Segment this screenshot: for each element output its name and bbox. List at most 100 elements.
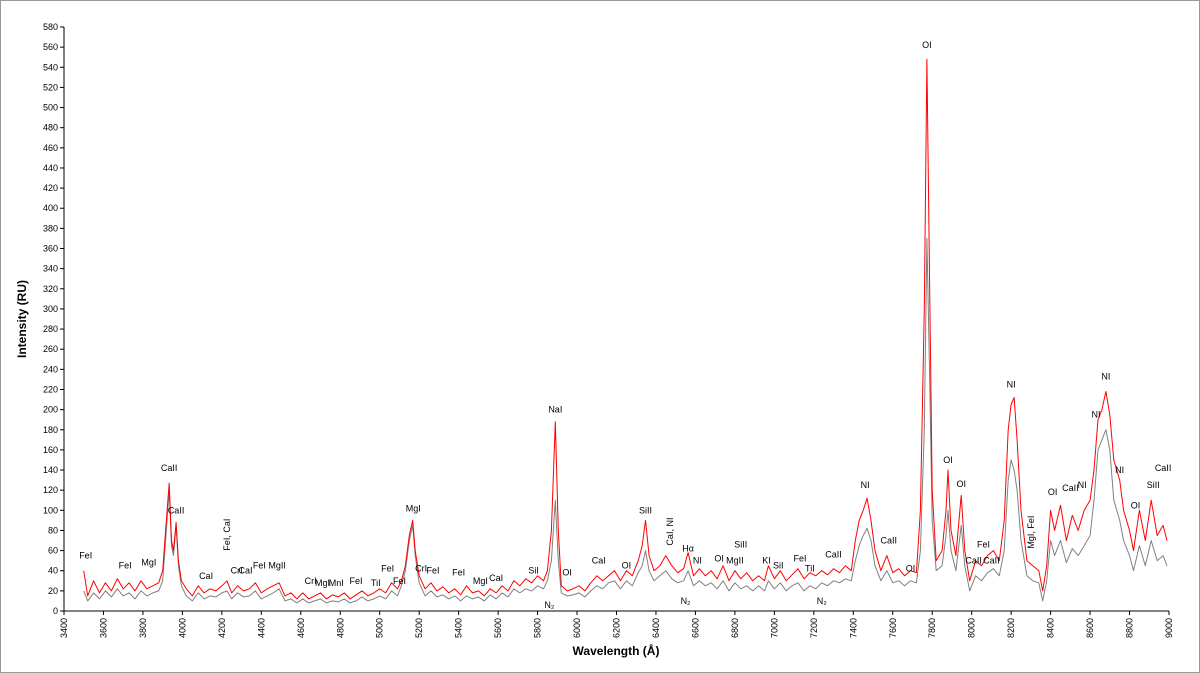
line-annotation: CaII: [965, 556, 982, 566]
line-annotation: FeI: [253, 561, 266, 571]
x-tick-label: 3600: [98, 618, 108, 638]
y-tick-label: 420: [43, 183, 58, 193]
y-tick-label: 40: [48, 566, 58, 576]
line-annotation: OI: [1131, 500, 1141, 510]
line-annotation: Hα: [682, 544, 694, 554]
x-tick-label: 5600: [493, 618, 503, 638]
line-annotation: N₂: [817, 596, 827, 606]
line-annotation: NI: [1007, 379, 1016, 389]
y-tick-label: 260: [43, 344, 58, 354]
line-annotation: MgI: [406, 503, 421, 513]
y-tick-label: 560: [43, 42, 58, 52]
line-annotation: NI: [1091, 410, 1100, 420]
line-annotation: MgI: [141, 558, 156, 568]
x-tick-label: 8200: [1006, 618, 1016, 638]
y-tick-label: 540: [43, 62, 58, 72]
line-annotation: N₂: [681, 596, 691, 606]
line-annotation: FeI: [426, 566, 439, 576]
x-tick-label: 5000: [375, 618, 385, 638]
y-tick-label: 60: [48, 546, 58, 556]
y-tick-label: 400: [43, 203, 58, 213]
line-annotation: NI: [1101, 371, 1110, 381]
line-annotation: SiII: [734, 540, 747, 550]
line-annotation: OI: [956, 479, 966, 489]
line-annotation: CaI: [239, 566, 253, 576]
line-annotation: OI: [622, 561, 632, 571]
x-tick-label: 5400: [454, 618, 464, 638]
line-annotation: MgII: [268, 561, 286, 571]
y-tick-label: 280: [43, 324, 58, 334]
x-tick-label: 5200: [414, 618, 424, 638]
line-annotation: FeI: [350, 576, 363, 586]
y-tick-label: 480: [43, 123, 58, 133]
y-axis-label: Intensity (RU): [15, 280, 29, 358]
line-annotation: CaII: [168, 505, 185, 515]
y-tick-label: 140: [43, 465, 58, 475]
x-tick-label: 6600: [690, 618, 700, 638]
x-tick-label: 6800: [730, 618, 740, 638]
line-annotation: CaII: [881, 536, 898, 546]
x-tick-label: 7200: [809, 618, 819, 638]
line-annotation: MgI, FeI: [1026, 516, 1036, 549]
y-tick-label: 360: [43, 244, 58, 254]
x-axis-label: Wavelength (Å): [573, 643, 660, 658]
y-tick-label: 320: [43, 284, 58, 294]
line-annotation: CaII: [161, 463, 178, 473]
line-annotation: SiII: [639, 505, 652, 515]
line-annotation: CaII: [983, 556, 1000, 566]
line-annotation: CaI: [592, 556, 606, 566]
y-tick-label: 500: [43, 103, 58, 113]
y-tick-label: 160: [43, 445, 58, 455]
x-tick-label: 5800: [533, 618, 543, 638]
line-annotation: CaI, NI: [665, 518, 675, 546]
x-tick-label: 6000: [572, 618, 582, 638]
line-annotation: NI: [861, 480, 870, 490]
line-annotation: FeI: [794, 554, 807, 564]
x-tick-label: 7400: [848, 618, 858, 638]
y-tick-label: 520: [43, 82, 58, 92]
spectrum-line: [83, 237, 1168, 604]
line-annotation: OI: [714, 554, 724, 564]
line-annotation: OI: [922, 40, 932, 50]
y-tick-label: 380: [43, 223, 58, 233]
y-tick-label: 180: [43, 425, 58, 435]
line-annotation: NaI: [548, 405, 562, 415]
line-annotation: MgI: [315, 578, 330, 588]
line-annotation: CaI: [489, 573, 503, 583]
x-tick-label: 8600: [1085, 618, 1095, 638]
line-annotation: MgII: [726, 556, 744, 566]
line-annotation: CrI: [305, 576, 317, 586]
line-annotation: SiII: [1147, 480, 1160, 490]
spectrum-line: [83, 58, 1168, 600]
y-tick-label: 580: [43, 22, 58, 32]
line-annotation: OI: [1048, 487, 1058, 497]
x-tick-label: 8800: [1125, 618, 1135, 638]
x-tick-label: 7800: [927, 618, 937, 638]
x-tick-label: 8400: [1046, 618, 1056, 638]
y-tick-label: 440: [43, 163, 58, 173]
line-annotation: OI: [906, 564, 916, 574]
x-tick-label: 4400: [256, 618, 266, 638]
line-annotation: FeI: [79, 551, 92, 561]
x-tick-label: 4200: [217, 618, 227, 638]
y-tick-label: 20: [48, 586, 58, 596]
x-tick-label: 9000: [1164, 618, 1174, 638]
line-annotation: OI: [943, 455, 953, 465]
y-tick-label: 0: [53, 606, 58, 616]
x-tick-label: 4000: [177, 618, 187, 638]
x-tick-label: 3800: [138, 618, 148, 638]
line-annotation: NI: [1115, 465, 1124, 475]
y-tick-label: 100: [43, 505, 58, 515]
x-tick-label: 3400: [59, 618, 69, 638]
x-tick-label: 7600: [888, 618, 898, 638]
line-annotation: NI: [693, 556, 702, 566]
line-annotation: FeI: [381, 564, 394, 574]
x-tick-label: 6200: [612, 618, 622, 638]
y-tick-label: 220: [43, 384, 58, 394]
line-annotation: KI: [762, 556, 771, 566]
line-annotation: N₂: [544, 600, 554, 610]
y-tick-label: 300: [43, 304, 58, 314]
line-annotation: CaII: [1062, 483, 1079, 493]
line-annotation: FeI: [119, 561, 132, 571]
